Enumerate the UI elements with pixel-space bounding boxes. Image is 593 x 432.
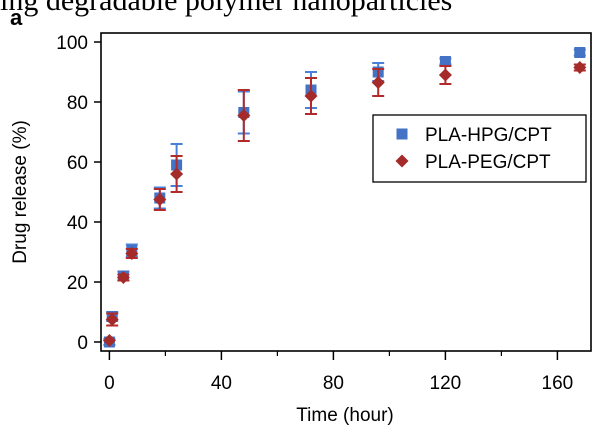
data-point xyxy=(371,76,385,89)
x-tick-label: 0 xyxy=(104,373,115,394)
top-caption: ing degradable polymer nanoparticles xyxy=(0,0,453,17)
data-point xyxy=(105,313,119,326)
data-point xyxy=(573,61,587,74)
data-point xyxy=(439,56,451,67)
series-layer xyxy=(102,47,587,348)
legend-label: PLA-PEG/CPT xyxy=(425,152,551,173)
legend-label: PLA-HPG/CPT xyxy=(425,125,552,146)
y-tick-label: 100 xyxy=(56,33,88,54)
y-tick-label: 60 xyxy=(67,153,88,174)
data-point xyxy=(304,89,318,103)
plot-frame xyxy=(100,32,592,352)
data-point xyxy=(116,271,130,284)
legend-marker xyxy=(396,128,408,140)
y-tick-label: 0 xyxy=(77,333,88,354)
y-tick-label: 40 xyxy=(67,213,88,234)
series-pla-hpg-cpt xyxy=(103,47,586,348)
x-tick-label: 160 xyxy=(542,373,574,394)
data-point xyxy=(153,193,167,206)
legend-marker xyxy=(395,154,409,168)
y-axis-label: Drug release (%) xyxy=(10,120,31,264)
y-axis: 0 20 40 60 80 100 xyxy=(56,33,101,354)
x-axis-label: Time (hour) xyxy=(296,405,393,426)
legend-box xyxy=(372,114,587,183)
x-axis: 0 40 80 120 160 xyxy=(104,351,573,394)
y-tick-label: 20 xyxy=(67,273,88,294)
data-point xyxy=(102,334,116,347)
data-point xyxy=(574,47,586,58)
legend: PLA-HPG/CPT PLA-PEG/CPT xyxy=(372,114,587,183)
x-tick-label: 40 xyxy=(211,373,232,394)
panel-label: a xyxy=(10,5,23,30)
axes xyxy=(100,32,592,352)
data-point xyxy=(237,109,251,122)
data-point xyxy=(125,247,139,260)
y-tick-label: 80 xyxy=(67,93,88,114)
data-point xyxy=(170,167,184,181)
series-pla-peg-cpt xyxy=(102,61,587,347)
data-point xyxy=(438,68,452,82)
x-tick-label: 120 xyxy=(430,373,462,394)
x-tick-label: 80 xyxy=(323,373,344,394)
